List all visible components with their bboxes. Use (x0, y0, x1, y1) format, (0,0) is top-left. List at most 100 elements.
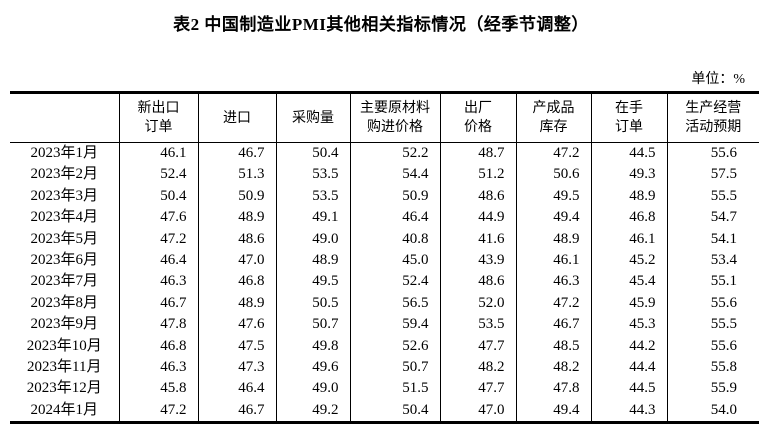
value-cell: 46.8 (198, 271, 277, 293)
value-cell: 46.3 (516, 271, 592, 293)
value-cell: 49.1 (276, 207, 351, 229)
value-cell: 49.8 (276, 335, 351, 358)
value-cell: 48.6 (198, 228, 277, 251)
value-cell: 47.2 (516, 142, 592, 165)
value-cell: 44.9 (440, 207, 517, 229)
value-cell: 44.2 (591, 335, 668, 358)
value-cell: 44.3 (591, 399, 668, 423)
value-cell: 47.8 (516, 378, 592, 400)
value-cell: 45.4 (591, 271, 668, 293)
value-cell: 48.7 (440, 142, 517, 165)
value-cell: 55.9 (710, 380, 737, 397)
table-row: 2023年3月 50.4 50.9 53.5 50.9 48.6 49.5 48.9 55.5 (10, 185, 759, 208)
value-cell: 44.5 (591, 142, 668, 165)
column-header-ex-factory-price: 出厂 价格 (440, 92, 517, 143)
unit-label: 单位：% (691, 72, 745, 87)
month-cell: 2023年11月 (10, 357, 120, 379)
value-cell: 49.0 (276, 378, 351, 400)
value-cell: 50.9 (350, 185, 441, 208)
value-cell: 46.4 (198, 378, 277, 400)
value-cell: 46.4 (119, 250, 199, 272)
value-cell: 50.4 (276, 142, 351, 165)
header-row: 新出口 订单 进口 采购量 主要原材料 购进价格 出厂 价格 产成品 库存 在手 订单 生产经营 活动预期 (10, 92, 759, 143)
table-row: 2023年9月 47.8 47.6 50.7 59.4 53.5 46.7 45.3 55.5 (10, 314, 759, 336)
table-row: 2023年4月 47.6 48.9 49.1 46.4 44.9 49.4 46.8 54.7 (10, 207, 759, 229)
value-cell: 55.6 (710, 337, 737, 354)
value-cell: 46.8 (591, 207, 668, 229)
value-cell: 49.4 (516, 399, 592, 423)
value-cell: 46.7 (516, 314, 592, 336)
value-cell: 57.5 (710, 166, 737, 183)
value-cell: 54.0 (710, 401, 737, 418)
value-cell: 54.7 (710, 209, 737, 226)
value-cell: 46.1 (119, 142, 199, 165)
value-cell: 46.8 (119, 335, 199, 358)
column-header-production-business-expectation: 生产经营 活动预期 (667, 92, 759, 143)
column-header-new-export-orders: 新出口 订单 (119, 92, 199, 143)
value-cell: 55.6 (710, 145, 737, 161)
table-row: 2023年12月 45.8 46.4 49.0 51.5 47.7 47.8 44.5 55.9 (10, 378, 759, 400)
value-cell: 54.4 (350, 164, 441, 186)
value-cell: 49.3 (591, 164, 668, 186)
month-cell: 2024年1月 (10, 399, 120, 423)
value-cell: 46.4 (350, 207, 441, 229)
column-header-purchasing-volume: 采购量 (276, 92, 351, 143)
value-cell: 48.9 (516, 228, 592, 251)
value-cell: 47.7 (440, 335, 517, 358)
value-cell: 46.7 (198, 142, 277, 165)
value-cell: 52.4 (350, 271, 441, 293)
value-cell: 48.6 (440, 271, 517, 293)
value-cell: 47.8 (119, 314, 199, 336)
value-cell: 40.8 (350, 228, 441, 251)
value-cell: 48.6 (440, 185, 517, 208)
value-cell: 47.0 (198, 250, 277, 272)
value-cell: 51.2 (440, 164, 517, 186)
month-cell: 2023年10月 (10, 335, 120, 358)
table-row: 2023年5月 47.2 48.6 49.0 40.8 41.6 48.9 46.1 54.1 (10, 228, 759, 251)
value-cell: 49.2 (276, 399, 351, 423)
value-cell: 46.7 (198, 399, 277, 423)
value-cell: 53.5 (276, 185, 351, 208)
value-cell: 45.8 (119, 378, 199, 400)
value-cell: 49.0 (276, 228, 351, 251)
value-cell: 47.5 (198, 335, 277, 358)
value-cell: 45.3 (591, 314, 668, 336)
table-row: 2023年10月 46.8 47.5 49.8 52.6 47.7 48.5 44.2 55.6 (10, 335, 759, 358)
corner-cell (10, 92, 120, 143)
value-cell: 52.6 (350, 335, 441, 358)
month-cell: 2023年1月 (10, 142, 120, 165)
value-cell: 48.9 (198, 207, 277, 229)
month-cell: 2023年7月 (10, 271, 120, 293)
value-cell: 48.9 (198, 292, 277, 315)
value-cell: 48.9 (276, 250, 351, 272)
value-cell: 47.0 (440, 399, 517, 423)
month-cell: 2023年12月 (10, 378, 120, 400)
value-cell: 45.2 (591, 250, 668, 272)
month-cell: 2023年4月 (10, 207, 120, 229)
pmi-indicator-table: 新出口 订单 进口 采购量 主要原材料 购进价格 出厂 价格 产成品 库存 在手 订单 生产经营 活动预期… (10, 91, 759, 425)
value-cell: 55.1 (710, 273, 737, 290)
table-row: 2023年11月 46.3 47.3 49.6 50.7 48.2 48.2 44.4 55.8 (10, 357, 759, 379)
value-cell: 55.5 (710, 187, 737, 204)
table-header: 新出口 订单 进口 采购量 主要原材料 购进价格 出厂 价格 产成品 库存 在手 订单 生产经营 活动预期 (10, 92, 759, 143)
value-cell: 50.7 (350, 357, 441, 379)
value-cell: 54.1 (710, 230, 737, 247)
value-cell: 50.9 (198, 185, 277, 208)
value-cell: 47.2 (516, 292, 592, 315)
value-cell: 55.5 (710, 316, 737, 333)
value-cell: 50.5 (276, 292, 351, 315)
value-cell: 45.9 (591, 292, 668, 315)
month-cell: 2023年6月 (10, 250, 120, 272)
value-cell: 44.4 (591, 357, 668, 379)
value-cell: 50.4 (119, 185, 199, 208)
value-cell: 47.7 (440, 378, 517, 400)
value-cell: 56.5 (350, 292, 441, 315)
value-cell: 46.1 (591, 228, 668, 251)
value-cell: 46.3 (119, 357, 199, 379)
value-cell: 49.4 (516, 207, 592, 229)
month-cell: 2023年3月 (10, 185, 120, 208)
value-cell: 51.5 (350, 378, 441, 400)
value-cell: 52.2 (350, 142, 441, 165)
month-cell: 2023年9月 (10, 314, 120, 336)
value-cell: 47.3 (198, 357, 277, 379)
